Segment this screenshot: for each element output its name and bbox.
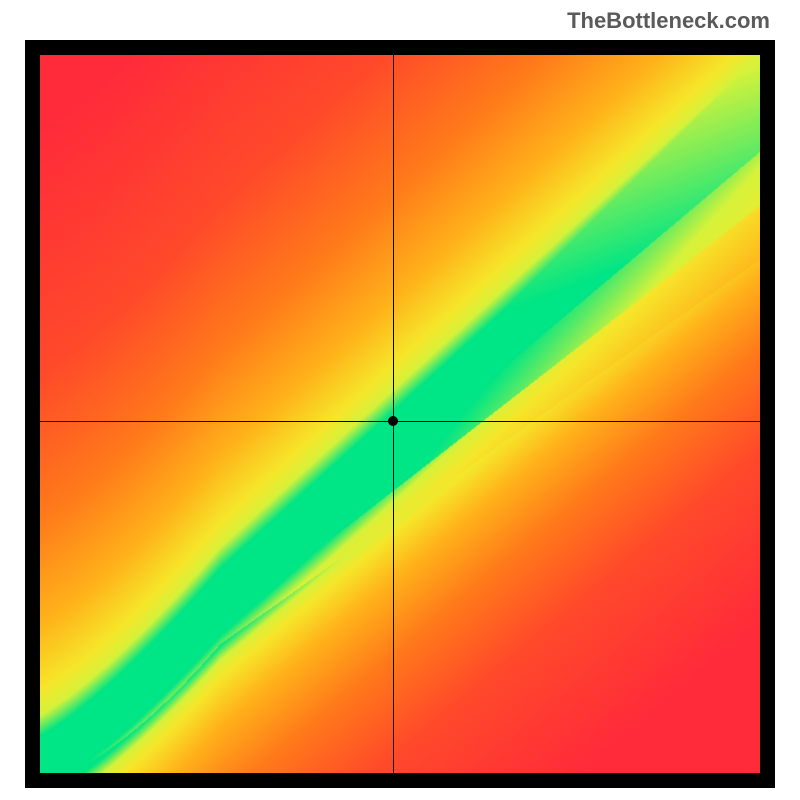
crosshair-horizontal: [40, 421, 760, 422]
chart-container: TheBottleneck.com: [0, 0, 800, 800]
plot-area: [40, 55, 760, 773]
crosshair-point: [388, 416, 398, 426]
crosshair-vertical: [393, 55, 394, 773]
chart-frame: [25, 40, 775, 788]
watermark-text: TheBottleneck.com: [567, 8, 770, 34]
heatmap-canvas: [40, 55, 760, 773]
